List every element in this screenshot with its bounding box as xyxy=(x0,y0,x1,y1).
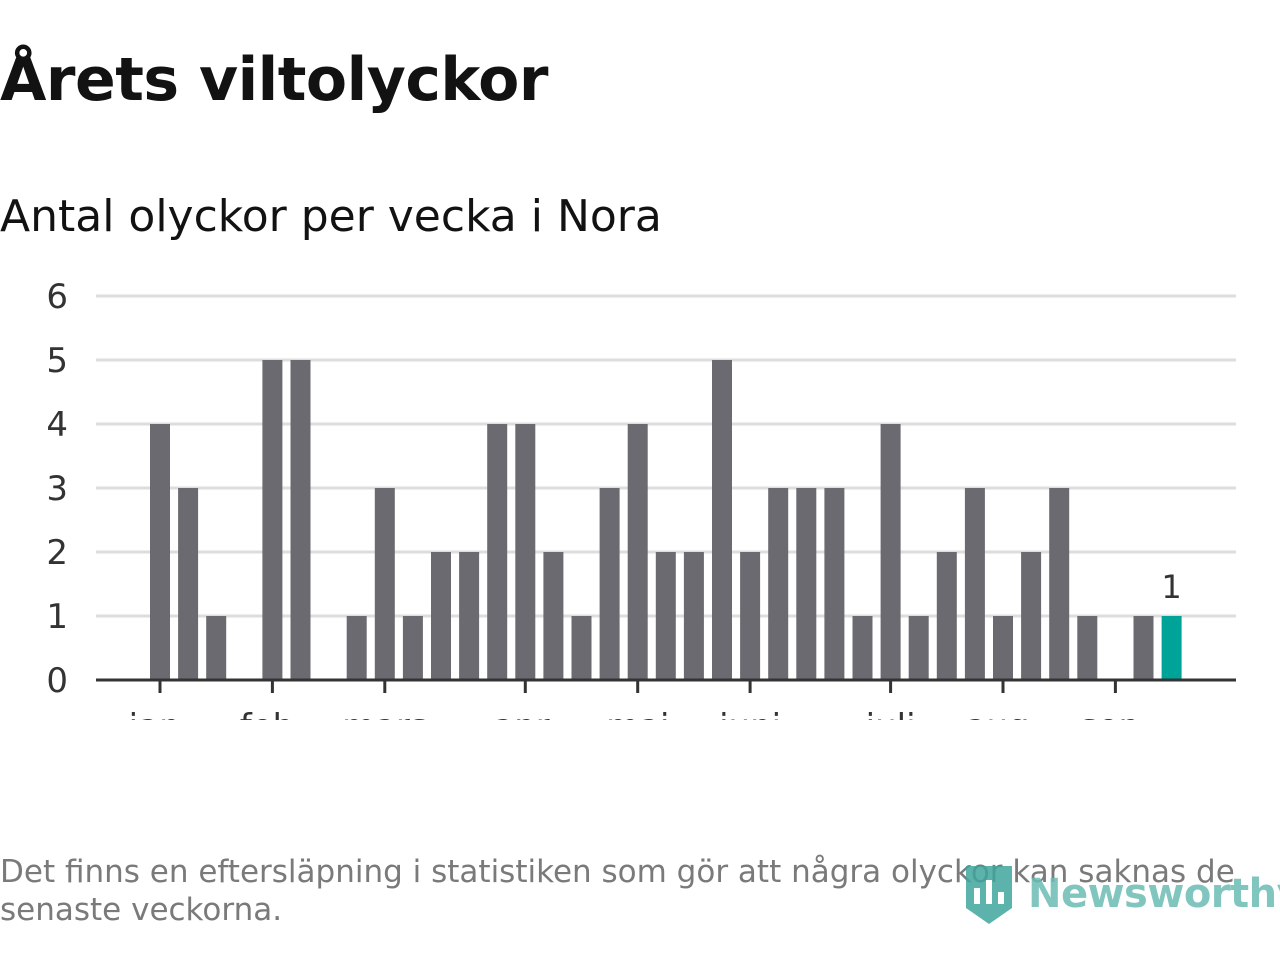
bar xyxy=(1049,488,1070,680)
bar-highlight xyxy=(1161,616,1182,680)
x-tick-label: juni xyxy=(718,707,781,720)
x-tick-label: feb. xyxy=(240,707,305,720)
y-axis-tick-labels: 0 1 2 3 4 5 6 xyxy=(46,277,68,701)
bar-chart: 0 1 2 3 4 5 6 jan. feb. mars apr. maj juni juli aug. s… xyxy=(46,277,1236,720)
bar xyxy=(683,552,704,680)
bar xyxy=(346,616,367,680)
bar xyxy=(374,488,395,680)
x-axis xyxy=(96,678,1236,693)
y-tick-label: 4 xyxy=(46,405,68,445)
highlight-data-label: 1 xyxy=(1161,568,1181,606)
bar xyxy=(655,552,676,680)
y-tick-label: 6 xyxy=(46,277,68,317)
bar xyxy=(1021,552,1042,680)
bar xyxy=(993,616,1013,680)
newsworthy-logo-icon xyxy=(966,866,1012,924)
bar xyxy=(206,616,227,680)
y-tick-label: 1 xyxy=(46,597,68,637)
bar xyxy=(964,488,985,680)
bar xyxy=(1077,616,1098,680)
chart-title: Årets viltolyckor xyxy=(0,45,549,115)
bar xyxy=(178,488,199,680)
bar xyxy=(627,424,648,680)
y-tick-label: 2 xyxy=(46,533,68,573)
bar xyxy=(908,616,929,680)
bar xyxy=(290,360,311,680)
bar xyxy=(824,488,845,680)
bar xyxy=(880,424,901,680)
x-tick-label: apr. xyxy=(493,707,557,720)
bar xyxy=(459,552,480,680)
bar xyxy=(150,424,170,680)
bar xyxy=(852,616,873,680)
gridlines xyxy=(96,294,1236,618)
bar xyxy=(515,424,536,680)
bar xyxy=(796,488,817,680)
bars xyxy=(150,360,1182,680)
y-tick-label: 0 xyxy=(46,661,68,701)
bar xyxy=(936,552,957,680)
footnote: Det finns en eftersläpning i statistiken… xyxy=(0,854,1235,928)
bar xyxy=(543,552,564,680)
x-tick-label: sep. xyxy=(1080,707,1151,720)
bar xyxy=(487,424,508,680)
bar xyxy=(262,360,283,680)
x-tick-label: jan. xyxy=(128,707,192,720)
chart-subtitle: Antal olyckor per vecka i Nora xyxy=(0,191,662,242)
annotations: 1 xyxy=(1161,568,1181,606)
y-tick-label: 5 xyxy=(46,341,68,381)
bar xyxy=(571,616,592,680)
x-tick-label: mars xyxy=(342,707,428,720)
x-tick-label: aug. xyxy=(966,707,1041,720)
newsworthy-logo-text: Newsworthy xyxy=(1028,871,1280,917)
bar xyxy=(431,552,451,680)
bar xyxy=(768,488,789,680)
bar xyxy=(402,616,423,680)
bar xyxy=(712,360,732,680)
bar xyxy=(599,488,620,680)
x-axis-tick-labels: jan. feb. mars apr. maj juni juli aug. sep. xyxy=(128,707,1151,720)
newsworthy-logo: Newsworthy xyxy=(962,862,1280,926)
x-tick-label: maj xyxy=(606,707,669,720)
y-tick-label: 3 xyxy=(46,469,68,509)
x-tick-label: juli xyxy=(865,707,916,720)
bar xyxy=(1133,616,1154,680)
bar xyxy=(740,552,761,680)
